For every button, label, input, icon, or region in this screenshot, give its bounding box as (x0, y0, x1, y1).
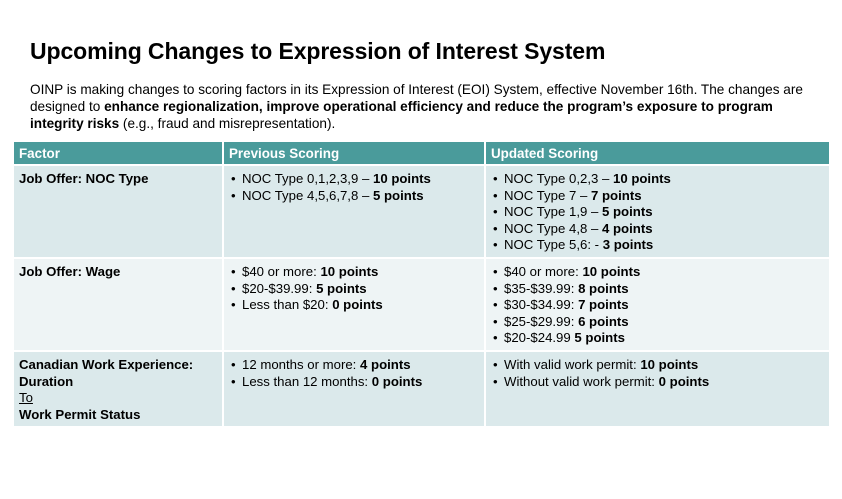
list-item: $40 or more: 10 points (491, 264, 824, 281)
updated-scoring-cell: $40 or more: 10 points $35-$39.99: 8 poi… (485, 256, 829, 351)
list-item: Less than 12 months: 0 points (229, 374, 479, 391)
factor-cell: Canadian Work Experience: Duration To Wo… (14, 349, 224, 427)
table-header-row: Factor Previous Scoring Updated Scoring (14, 142, 829, 165)
intro-paragraph: OINP is making changes to scoring factor… (30, 81, 820, 132)
list-item: NOC Type 4,5,6,7,8 – 5 points (229, 188, 479, 205)
list-item: With valid work permit: 10 points (491, 357, 824, 374)
list-item: NOC Type 4,8 – 4 points (491, 221, 824, 238)
factor-line: Work Permit Status (19, 406, 141, 422)
list-item: NOC Type 0,2,3 – 10 points (491, 171, 824, 188)
list-item: NOC Type 5,6: - 3 points (491, 237, 824, 254)
list-item: $40 or more: 10 points (229, 264, 479, 281)
intro-text-part1: OINP is making changes to scoring factor… (30, 82, 803, 114)
list-item: Without valid work permit: 0 points (491, 374, 824, 391)
scoring-table: Factor Previous Scoring Updated Scoring … (14, 142, 829, 427)
list-item: $20-$24.99 5 points (491, 330, 824, 347)
header-factor: Factor (14, 142, 224, 165)
table-row-noc-type: Job Offer: NOC Type NOC Type 0,1,2,3,9 –… (14, 164, 829, 258)
intro-text-bold: enhance regionalization, improve operati… (30, 99, 773, 131)
list-item: Less than $20: 0 points (229, 297, 479, 314)
previous-scoring-cell: 12 months or more: 4 points Less than 12… (223, 349, 486, 427)
factor-line: Canadian Work Experience: (19, 356, 194, 372)
list-item: NOC Type 7 – 7 points (491, 188, 824, 205)
list-item: $30-$34.99: 7 points (491, 297, 824, 314)
updated-scoring-cell: NOC Type 0,2,3 – 10 points NOC Type 7 – … (485, 164, 829, 258)
factor-line-to: To (19, 390, 33, 406)
list-item: NOC Type 1,9 – 5 points (491, 204, 824, 221)
list-item: 12 months or more: 4 points (229, 357, 479, 374)
previous-scoring-cell: NOC Type 0,1,2,3,9 – 10 points NOC Type … (223, 164, 486, 258)
list-item: $35-$39.99: 8 points (491, 281, 824, 298)
header-previous-scoring: Previous Scoring (223, 142, 486, 165)
factor-cell: Job Offer: NOC Type (14, 164, 224, 258)
factor-line: Duration (19, 373, 74, 389)
list-item: NOC Type 0,1,2,3,9 – 10 points (229, 171, 479, 188)
list-item: $20-$39.99: 5 points (229, 281, 479, 298)
table-row-work-experience: Canadian Work Experience: Duration To Wo… (14, 349, 829, 427)
table-row-wage: Job Offer: Wage $40 or more: 10 points $… (14, 256, 829, 351)
intro-text-part2: (e.g., fraud and misrepresentation). (119, 116, 336, 131)
list-item: $25-$29.99: 6 points (491, 314, 824, 331)
factor-cell: Job Offer: Wage (14, 256, 224, 351)
header-updated-scoring: Updated Scoring (485, 142, 829, 165)
updated-scoring-cell: With valid work permit: 10 points Withou… (485, 349, 829, 427)
previous-scoring-cell: $40 or more: 10 points $20-$39.99: 5 poi… (223, 256, 486, 351)
page-title: Upcoming Changes to Expression of Intere… (30, 38, 606, 64)
